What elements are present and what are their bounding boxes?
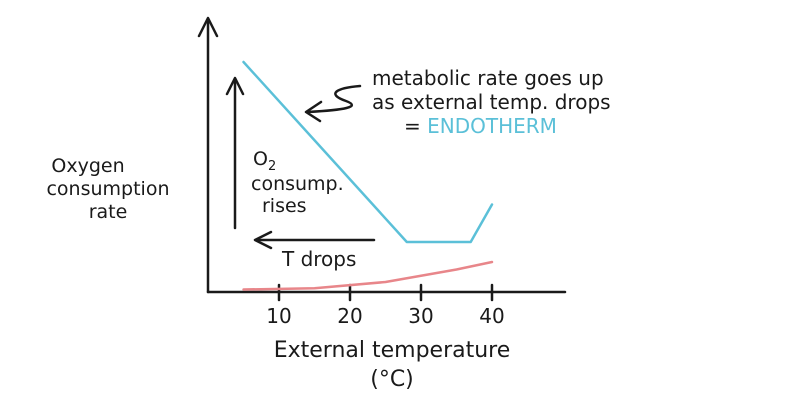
y-axis-label-line-3: rate: [89, 201, 128, 223]
annotation-equals: =: [404, 114, 427, 138]
x-axis-label-line-2: (°C): [370, 367, 414, 392]
annotation-line-1: metabolic rate goes up: [372, 66, 604, 90]
x-tick-label-10: 10: [266, 304, 291, 328]
annotation-line-2: as external temp. drops: [372, 90, 611, 114]
y-axis-label-line-2: consumption: [46, 178, 169, 200]
x-tick-label-30: 30: [408, 304, 433, 328]
o2-label-line-3: rises: [262, 195, 307, 217]
o2-label-subscript: 2: [268, 159, 276, 174]
annotation-line-3: = ENDOTHERM: [404, 114, 557, 138]
x-axis-label-line-1: External temperature: [274, 338, 511, 363]
y-axis-label-line-1: Oxygen: [51, 155, 124, 177]
endotherm-label: ENDOTHERM: [427, 114, 557, 138]
o2-label-o: O: [253, 148, 268, 170]
y-axis-arrow: [197, 16, 219, 38]
annotation-squiggle-arrow: [306, 84, 362, 114]
series-line-ectotherm: [242, 260, 494, 291]
rise-arrow-head: [225, 76, 245, 96]
x-ticks: 10 20 30 40: [266, 283, 505, 328]
tdrops-label: T drops: [281, 247, 356, 271]
annotation-arrowhead: [304, 100, 323, 123]
series-line-endotherm: [242, 60, 494, 244]
tdrops-arrow-head: [253, 230, 273, 250]
x-tick-label-40: 40: [479, 304, 504, 328]
o2-label: O2: [253, 148, 276, 174]
o2-label-line-2: consump.: [251, 173, 344, 195]
x-tick-label-20: 20: [337, 304, 362, 328]
